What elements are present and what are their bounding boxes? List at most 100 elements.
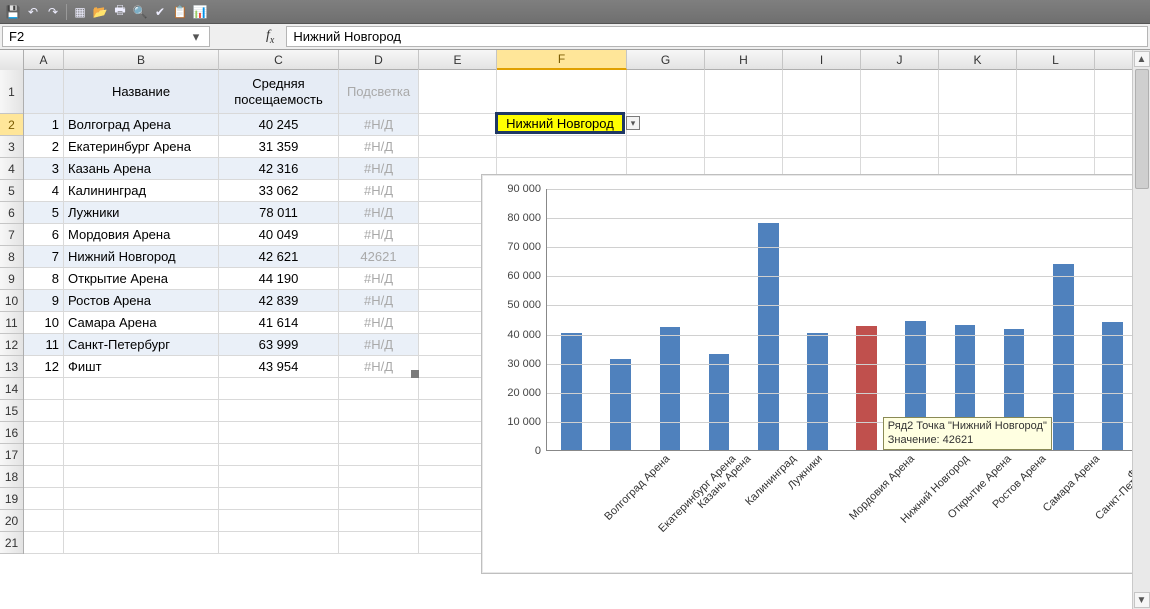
cell-D20[interactable]: [339, 510, 419, 531]
cell-D16[interactable]: [339, 422, 419, 443]
cell-B4[interactable]: Казань Арена: [64, 158, 219, 179]
cell-B2[interactable]: Волгоград Арена: [64, 114, 219, 135]
name-box-dropdown-icon[interactable]: ▾: [189, 30, 203, 44]
print-icon[interactable]: 🖶: [111, 3, 129, 21]
worksheet-grid[interactable]: ABCDEFGHIJKL 123456789101112131415161718…: [0, 50, 1150, 609]
cell-C8[interactable]: 42 621: [219, 246, 339, 267]
cell-A13[interactable]: 12: [24, 356, 64, 377]
cell-E2[interactable]: [419, 114, 497, 135]
cell-K1[interactable]: [939, 70, 1017, 113]
column-header-I[interactable]: I: [783, 50, 861, 70]
cell-C7[interactable]: 40 049: [219, 224, 339, 245]
new-icon[interactable]: ▦: [71, 3, 89, 21]
cell-F1[interactable]: [497, 70, 627, 113]
cell-A7[interactable]: 6: [24, 224, 64, 245]
cell-D18[interactable]: [339, 466, 419, 487]
cell-C12[interactable]: 63 999: [219, 334, 339, 355]
cell-A11[interactable]: 10: [24, 312, 64, 333]
cell-G3[interactable]: [627, 136, 705, 157]
cell-E3[interactable]: [419, 136, 497, 157]
cell-C20[interactable]: [219, 510, 339, 531]
cell-C5[interactable]: 33 062: [219, 180, 339, 201]
row-header-19[interactable]: 19: [0, 488, 23, 510]
column-header-L[interactable]: L: [1017, 50, 1095, 70]
cell-D7[interactable]: #Н/Д: [339, 224, 419, 245]
fx-icon[interactable]: fx: [260, 28, 280, 46]
cell-B14[interactable]: [64, 378, 219, 399]
cell-J1[interactable]: [861, 70, 939, 113]
cell-C13[interactable]: 43 954: [219, 356, 339, 377]
cell-A20[interactable]: [24, 510, 64, 531]
cell-C19[interactable]: [219, 488, 339, 509]
cell-K3[interactable]: [939, 136, 1017, 157]
cell-B5[interactable]: Калининград: [64, 180, 219, 201]
cell-C4[interactable]: 42 316: [219, 158, 339, 179]
column-header-K[interactable]: K: [939, 50, 1017, 70]
cell-B17[interactable]: [64, 444, 219, 465]
cell-F3[interactable]: [497, 136, 627, 157]
cell-B9[interactable]: Открытие Арена: [64, 268, 219, 289]
cell-D14[interactable]: [339, 378, 419, 399]
column-header-C[interactable]: C: [219, 50, 339, 70]
cell-B15[interactable]: [64, 400, 219, 421]
row-header-6[interactable]: 6: [0, 202, 23, 224]
column-header-A[interactable]: A: [24, 50, 64, 70]
cell-J2[interactable]: [861, 114, 939, 135]
cell-I1[interactable]: [783, 70, 861, 113]
cell-B7[interactable]: Мордовия Арена: [64, 224, 219, 245]
scroll-up-icon[interactable]: ▲: [1134, 51, 1150, 67]
embedded-chart[interactable]: 010 00020 00030 00040 00050 00060 00070 …: [481, 174, 1141, 574]
chart-bar[interactable]: [807, 333, 828, 450]
cell-B6[interactable]: Лужники: [64, 202, 219, 223]
cell-B12[interactable]: Санкт-Петербург: [64, 334, 219, 355]
row-header-11[interactable]: 11: [0, 312, 23, 334]
column-header-B[interactable]: B: [64, 50, 219, 70]
cell-A18[interactable]: [24, 466, 64, 487]
vertical-scrollbar[interactable]: ▲ ▼: [1132, 50, 1150, 609]
cell-C11[interactable]: 41 614: [219, 312, 339, 333]
cell-A5[interactable]: 4: [24, 180, 64, 201]
open-icon[interactable]: 📂: [91, 3, 109, 21]
cell-C6[interactable]: 78 011: [219, 202, 339, 223]
cell-D6[interactable]: #Н/Д: [339, 202, 419, 223]
cell-D13[interactable]: #Н/Д: [339, 356, 419, 377]
table-resize-handle[interactable]: [411, 370, 419, 378]
cell-A1[interactable]: [24, 70, 64, 113]
cell-A19[interactable]: [24, 488, 64, 509]
cell-C17[interactable]: [219, 444, 339, 465]
row-header-3[interactable]: 3: [0, 136, 23, 158]
chart-bar[interactable]: [561, 333, 582, 450]
chart-bar[interactable]: [709, 354, 730, 450]
row-header-18[interactable]: 18: [0, 466, 23, 488]
undo-icon[interactable]: ↶: [24, 3, 42, 21]
paste-icon[interactable]: 📋: [171, 3, 189, 21]
cell-A2[interactable]: 1: [24, 114, 64, 135]
row-header-16[interactable]: 16: [0, 422, 23, 444]
cell-D8[interactable]: 42621: [339, 246, 419, 267]
chart-bar[interactable]: [758, 223, 779, 450]
cell-H2[interactable]: [705, 114, 783, 135]
row-header-10[interactable]: 10: [0, 290, 23, 312]
row-header-14[interactable]: 14: [0, 378, 23, 400]
name-box[interactable]: F2 ▾: [2, 26, 210, 47]
column-header-G[interactable]: G: [627, 50, 705, 70]
chart-bar[interactable]: [660, 327, 681, 450]
column-header-J[interactable]: J: [861, 50, 939, 70]
row-header-17[interactable]: 17: [0, 444, 23, 466]
cell-I3[interactable]: [783, 136, 861, 157]
row-header-20[interactable]: 20: [0, 510, 23, 532]
save-icon[interactable]: 💾: [4, 3, 22, 21]
cell-J3[interactable]: [861, 136, 939, 157]
cell-A4[interactable]: 3: [24, 158, 64, 179]
row-header-9[interactable]: 9: [0, 268, 23, 290]
cell-F2[interactable]: [497, 114, 627, 135]
row-header-4[interactable]: 4: [0, 158, 23, 180]
cell-D1[interactable]: Подсветка: [339, 70, 419, 113]
cell-B10[interactable]: Ростов Арена: [64, 290, 219, 311]
cell-E1[interactable]: [419, 70, 497, 113]
cell-H1[interactable]: [705, 70, 783, 113]
chart-bar[interactable]: [610, 359, 631, 450]
row-header-21[interactable]: 21: [0, 532, 23, 554]
cell-A8[interactable]: 7: [24, 246, 64, 267]
row-header-12[interactable]: 12: [0, 334, 23, 356]
